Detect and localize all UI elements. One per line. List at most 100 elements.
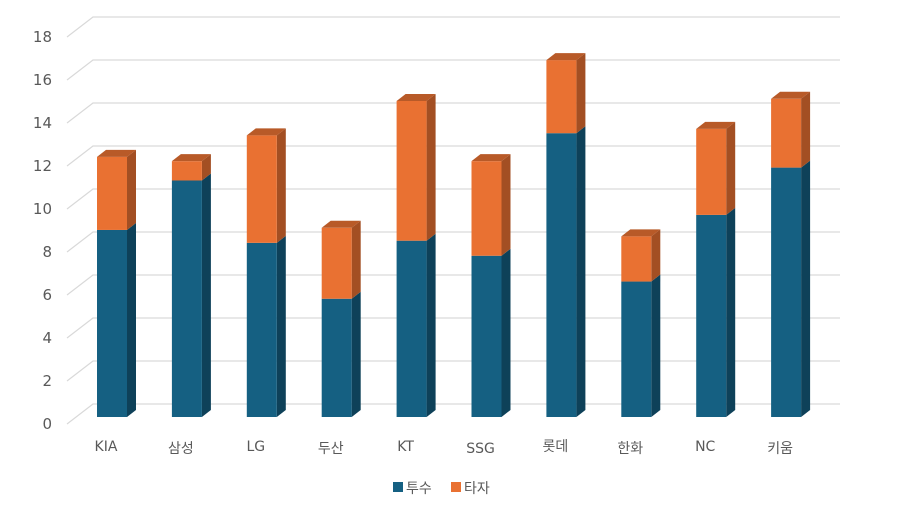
y-tick-label: 12: [33, 157, 52, 175]
x-tick-label: 롯데: [543, 439, 569, 455]
x-tick-label: 두산: [318, 441, 344, 457]
y-tick-label: 4: [42, 329, 52, 347]
bar-segment-batter[interactable]: [97, 156, 127, 230]
bar-side: [351, 291, 361, 417]
gridline: [66, 145, 840, 167]
legend-label-batter: 타자: [464, 481, 490, 497]
bar-side: [276, 128, 286, 243]
bar-stack[interactable]: [396, 93, 436, 417]
bar-segment-pitcher[interactable]: [171, 180, 202, 418]
bar-stack[interactable]: [471, 154, 511, 417]
x-axis-labels: KIA 삼성 LG 두산 KT SSG 롯데 한화 NC 키움: [95, 439, 794, 457]
bar-top: [546, 53, 586, 61]
x-tick-label: SSG: [466, 441, 495, 457]
bar-stack[interactable]: [246, 128, 286, 417]
y-tick-label: 6: [42, 286, 52, 304]
gridline: [66, 274, 840, 296]
gridlines: [66, 16, 840, 425]
bar-stack[interactable]: [771, 91, 811, 417]
bar-stack[interactable]: [97, 149, 136, 417]
bars: [97, 53, 811, 418]
bar-segment-pitcher[interactable]: [321, 298, 352, 417]
bar-top: [246, 128, 286, 136]
y-tick-label: 18: [33, 28, 52, 46]
bar-segment-batter[interactable]: [771, 98, 802, 168]
bar-side: [576, 53, 586, 134]
bar-segment-pitcher[interactable]: [97, 229, 127, 417]
bar-stack[interactable]: [546, 53, 586, 417]
legend-item-batter[interactable]: 타자: [451, 481, 490, 497]
bar-segment-pitcher[interactable]: [471, 255, 502, 417]
bar-segment-batter[interactable]: [396, 100, 427, 241]
y-tick-label: 10: [33, 200, 52, 218]
legend-item-pitcher[interactable]: 투수: [393, 481, 432, 497]
gridline: [66, 59, 840, 81]
bar-top: [771, 91, 811, 99]
bar-side: [127, 222, 136, 417]
x-tick-label: 키움: [767, 441, 793, 457]
legend: 투수 타자: [393, 481, 490, 497]
bar-side: [726, 121, 736, 215]
bar-side: [426, 93, 436, 241]
legend-swatch-pitcher: [393, 482, 403, 492]
bar-side: [201, 173, 211, 417]
y-axis-labels: 0 2 4 6 8 10 12 14 16 18: [33, 28, 52, 433]
gridline: [66, 231, 840, 253]
bar-side: [127, 149, 136, 230]
bar-side: [651, 229, 661, 282]
bar-segment-pitcher[interactable]: [771, 167, 802, 417]
y-tick-label: 14: [33, 114, 52, 132]
x-tick-label: LG: [246, 439, 265, 455]
bar-segment-pitcher[interactable]: [396, 240, 427, 417]
bar-segment-pitcher[interactable]: [246, 242, 277, 417]
bar-segment-batter[interactable]: [471, 161, 502, 256]
gridline: [66, 102, 840, 124]
bar-segment-pitcher[interactable]: [696, 214, 727, 417]
x-tick-label: KT: [397, 439, 414, 455]
bar-top: [696, 121, 736, 129]
bar-side: [651, 274, 661, 417]
y-tick-label: 0: [42, 415, 52, 433]
bar-side: [801, 91, 811, 168]
bar-stack[interactable]: [171, 154, 211, 418]
x-tick-label: NC: [695, 439, 715, 455]
bar-segment-batter[interactable]: [546, 60, 577, 134]
x-tick-label: KIA: [95, 439, 118, 455]
bar-stack[interactable]: [696, 121, 736, 417]
bar-segment-batter[interactable]: [171, 161, 202, 181]
gridline: [66, 16, 840, 38]
bar-side: [801, 160, 811, 417]
bar-segment-batter[interactable]: [621, 236, 652, 282]
y-tick-label: 16: [33, 71, 52, 89]
bar-top: [396, 93, 436, 101]
bar-side: [351, 220, 361, 299]
gridline: [66, 188, 840, 210]
bar-side: [501, 248, 511, 417]
bar-stack[interactable]: [621, 229, 661, 417]
gridline: [66, 317, 840, 339]
bar-segment-batter[interactable]: [321, 227, 352, 299]
bar-segment-batter[interactable]: [696, 128, 727, 215]
bar-top: [471, 154, 511, 162]
bar-top: [321, 220, 361, 228]
x-tick-label: 삼성: [168, 441, 194, 457]
bar-top: [621, 229, 661, 237]
bar-side: [576, 126, 586, 417]
bar-side: [201, 154, 211, 181]
y-tick-label: 8: [42, 243, 52, 261]
bar-segment-pitcher[interactable]: [546, 133, 577, 417]
bar-side: [276, 235, 286, 417]
bar-side: [426, 233, 436, 417]
legend-label-pitcher: 투수: [406, 481, 432, 497]
bar-stack[interactable]: [321, 220, 361, 417]
bar-top: [171, 154, 211, 162]
bar-segment-batter[interactable]: [246, 135, 277, 243]
bar-side: [726, 207, 736, 417]
y-tick-label: 2: [42, 372, 52, 390]
gridline: [66, 360, 840, 382]
gridline: [66, 403, 840, 425]
bar-top: [97, 149, 136, 157]
x-tick-label: 한화: [617, 441, 643, 457]
bar-segment-pitcher[interactable]: [621, 281, 652, 417]
